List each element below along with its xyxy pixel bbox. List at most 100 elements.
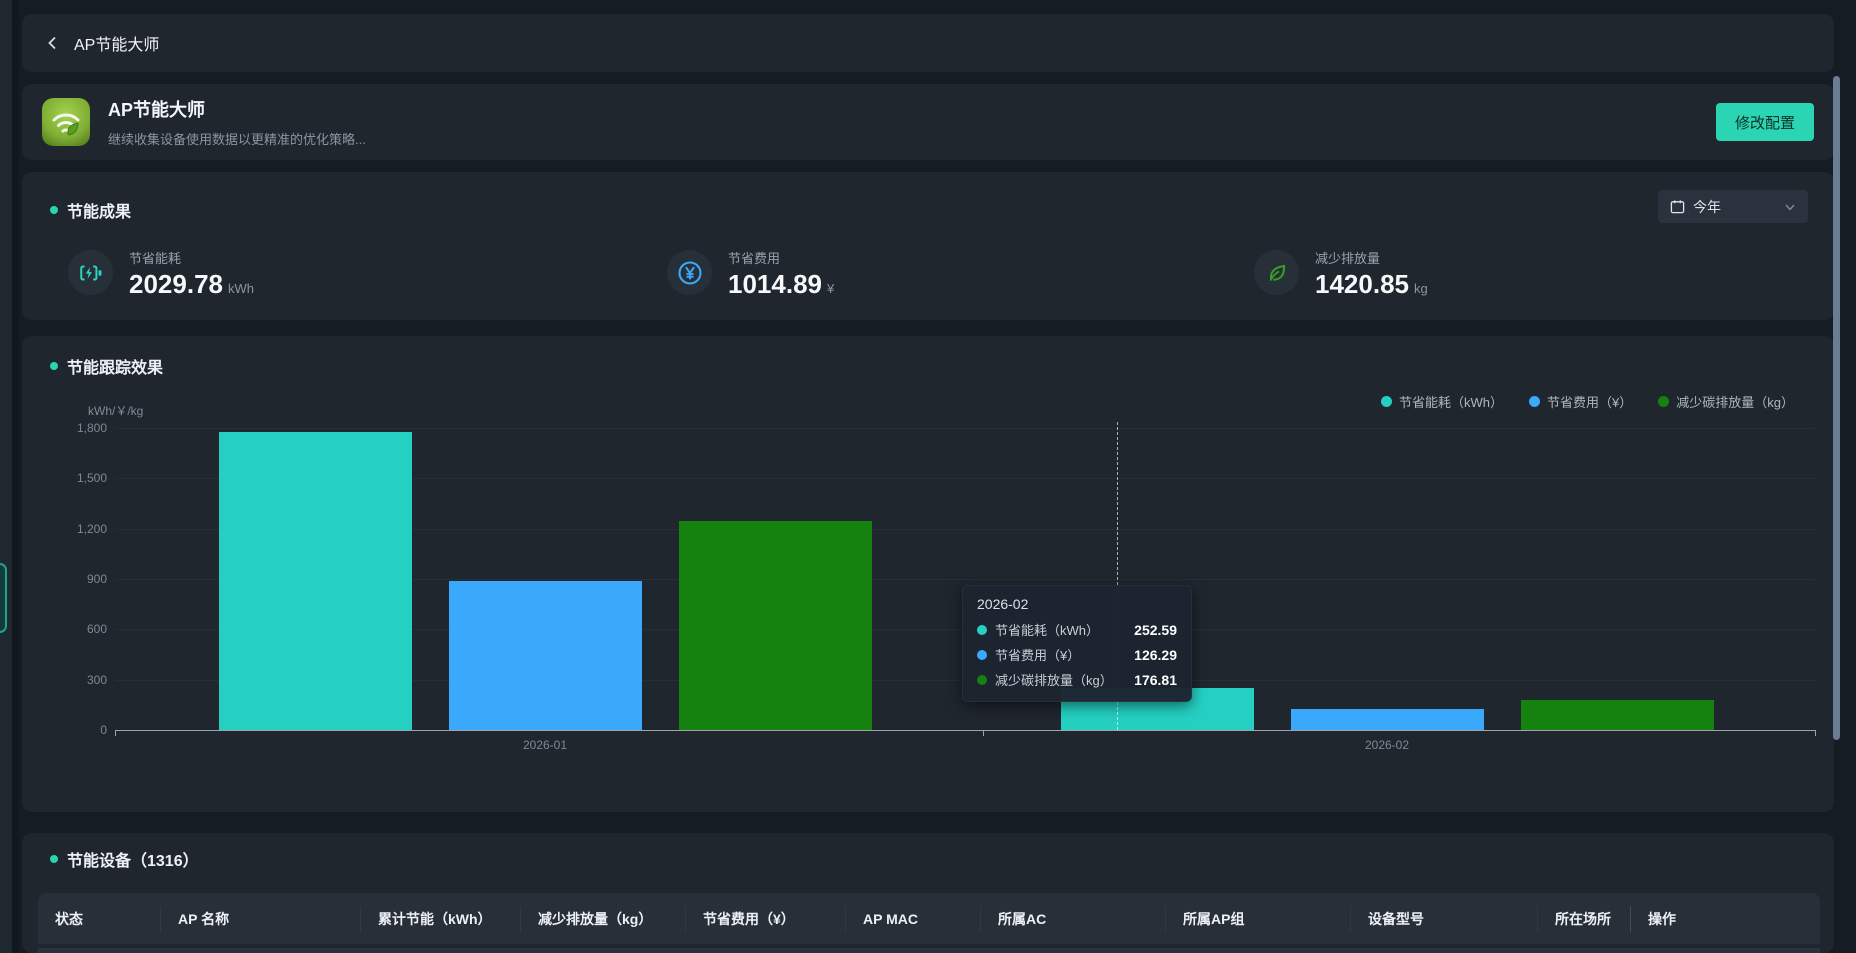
tooltip-row: 节省能耗（kWh） 252.59 — [977, 620, 1177, 639]
app-logo-icon — [42, 98, 90, 146]
stat-label: 节省费用 — [728, 251, 781, 266]
devices-section-title: 节能设备（1316） — [50, 847, 199, 871]
x-axis-tick — [1815, 730, 1816, 736]
gridline — [115, 478, 1815, 480]
column-header-2: 累计节能（kWh） — [360, 905, 520, 932]
tooltip-crosshair-line — [1117, 422, 1118, 730]
tooltip-series-value: 252.59 — [1134, 621, 1177, 638]
stat-unit: kg — [1413, 281, 1428, 296]
tooltip-series-name: 减少碳排放量（kg） — [995, 673, 1113, 688]
bar-节省费用（¥）-2026-02[interactable] — [1290, 709, 1484, 730]
sidebar-divider — [12, 0, 19, 953]
table-row — [38, 948, 1820, 953]
sidebar-active-indicator[interactable] — [0, 563, 7, 633]
app-header-card: AP节能大师 继续收集设备使用数据以更精准的优化策略... 修改配置 — [22, 84, 1834, 160]
x-axis-line — [115, 730, 1815, 731]
column-header-10: 操作 — [1630, 905, 1820, 932]
bar-减少碳排放量（kg）-2026-01[interactable] — [678, 521, 872, 730]
y-axis-unit-label: kWh/￥/kg — [88, 404, 144, 418]
chevron-down-icon — [1785, 204, 1795, 211]
legend-item[interactable]: 节省费用（¥） — [1529, 392, 1632, 411]
stat-value: 1420.85 kg — [1315, 269, 1428, 299]
tooltip-row: 节省费用（¥） 126.29 — [977, 645, 1177, 664]
leaf-icon — [1269, 264, 1285, 281]
legend-dot-icon — [1658, 396, 1670, 407]
tooltip-series-dot-icon — [977, 674, 987, 685]
bar-节省能耗（kWh）-2026-01[interactable] — [218, 432, 412, 730]
x-axis-tick — [115, 730, 116, 736]
column-header-7: 所属AP组 — [1165, 905, 1350, 932]
energy-saving-devices-card: 节能设备（1316） 状态 AP 名称 累计节能（kWh） 减少排放量（kg） 节省费用… — [22, 833, 1834, 953]
legend-label: 节省能耗（kWh） — [1399, 395, 1504, 410]
chevron-left-icon — [48, 36, 56, 50]
column-header-6: 所属AC — [980, 905, 1165, 932]
gridline — [115, 428, 1815, 429]
column-header-3: 减少排放量（kg） — [520, 905, 685, 932]
bar-节省费用（¥）-2026-01[interactable] — [448, 581, 642, 730]
x-axis-category-label: 2026-02 — [1364, 738, 1410, 752]
y-axis-tick-label: 1,200 — [76, 521, 107, 536]
section-bullet-icon — [50, 206, 58, 214]
tooltip-series-value: 126.29 — [1134, 646, 1177, 663]
savings-section-title: 节能成果 — [50, 198, 131, 222]
y-axis-tick-label: 1,500 — [76, 471, 107, 486]
tooltip-series-dot-icon — [977, 624, 987, 635]
legend-label: 节省费用（¥） — [1547, 395, 1633, 410]
y-axis-tick-label: 0 — [100, 723, 107, 737]
x-axis-category-label: 2026-01 — [522, 738, 568, 752]
x-axis-tick — [983, 730, 984, 736]
period-filter-value: 今年 — [1693, 198, 1721, 215]
stat-value: 1014.89 ¥ — [728, 269, 835, 299]
period-filter-dropdown[interactable]: 今年 — [1658, 190, 1808, 223]
section-bullet-icon — [50, 362, 58, 370]
legend-dot-icon — [1381, 396, 1393, 407]
stat-unit: ¥ — [826, 281, 835, 296]
tooltip-series-name: 节省费用（¥） — [995, 648, 1081, 663]
tooltip-series-value: 176.81 — [1134, 671, 1177, 688]
calendar-icon — [1670, 200, 1685, 214]
page-title: AP节能大师 — [74, 37, 160, 54]
savings-results-card: 节能成果 今年 节省能耗 2029.78 kWh — [22, 172, 1834, 320]
page-topbar: AP节能大师 — [22, 14, 1834, 72]
collapsed-sidebar — [0, 0, 12, 953]
app-subtitle: 继续收集设备使用数据以更精准的优化策略... — [108, 132, 366, 147]
app-title: AP节能大师 — [108, 100, 206, 120]
chart-section-title: 节能跟踪效果 — [50, 354, 163, 378]
tooltip-title: 2026-02 — [977, 596, 1029, 612]
tooltip-row: 减少碳排放量（kg） 176.81 — [977, 670, 1177, 689]
column-header-9: 所在场所 — [1537, 905, 1630, 932]
stat-unit: kWh — [227, 281, 254, 296]
savings-tracking-card: 节能跟踪效果 kWh/￥/kg 节省能耗（kWh） 节省费用（¥） 减少碳排放量… — [22, 336, 1834, 812]
legend-item[interactable]: 减少碳排放量（kg） — [1658, 392, 1794, 411]
stat-cost-saved: 节省费用 1014.89 ¥ — [667, 248, 834, 297]
chart-legend: 节省能耗（kWh） 节省费用（¥） 减少碳排放量（kg） — [1381, 392, 1794, 411]
stat-label: 减少排放量 — [1315, 251, 1381, 266]
stat-label: 节省能耗 — [129, 251, 182, 266]
vertical-scrollbar[interactable] — [1833, 76, 1840, 740]
y-axis-tick-label: 300 — [86, 672, 107, 687]
column-header-8: 设备型号 — [1350, 905, 1537, 932]
gridline — [115, 528, 1815, 530]
stat-emission-reduced: 减少排放量 1420.85 kg — [1254, 248, 1428, 297]
tooltip-series-name: 节省能耗（kWh） — [995, 623, 1100, 638]
legend-item[interactable]: 节省能耗（kWh） — [1381, 392, 1503, 411]
column-header-4: 节省费用（¥） — [685, 905, 845, 932]
section-bullet-icon — [50, 855, 58, 863]
tooltip-series-dot-icon — [977, 649, 987, 660]
gridline — [115, 579, 1815, 580]
column-header-1: AP 名称 — [160, 905, 360, 932]
legend-dot-icon — [1529, 396, 1541, 407]
y-axis-tick-label: 900 — [86, 572, 107, 586]
yen-circle-icon — [677, 260, 702, 285]
stat-energy-saved: 节省能耗 2029.78 kWh — [68, 248, 254, 297]
modify-config-button[interactable]: 修改配置 — [1716, 103, 1814, 141]
back-button[interactable] — [40, 30, 66, 56]
devices-table-header: 状态 AP 名称 累计节能（kWh） 减少排放量（kg） 节省费用（¥） AP MAC 所属… — [38, 893, 1820, 944]
stat-value: 2029.78 kWh — [129, 269, 254, 299]
y-axis-tick-label: 600 — [86, 622, 107, 637]
bar-减少碳排放量（kg）-2026-02[interactable] — [1520, 700, 1714, 730]
y-axis-tick-label: 1,800 — [76, 421, 107, 435]
chart-tooltip: 2026-02 节省能耗（kWh） 252.59 节省费用（¥） 126.29 … — [962, 585, 1192, 702]
column-header-0: 状态 — [55, 910, 83, 927]
legend-label: 减少碳排放量（kg） — [1676, 395, 1794, 410]
